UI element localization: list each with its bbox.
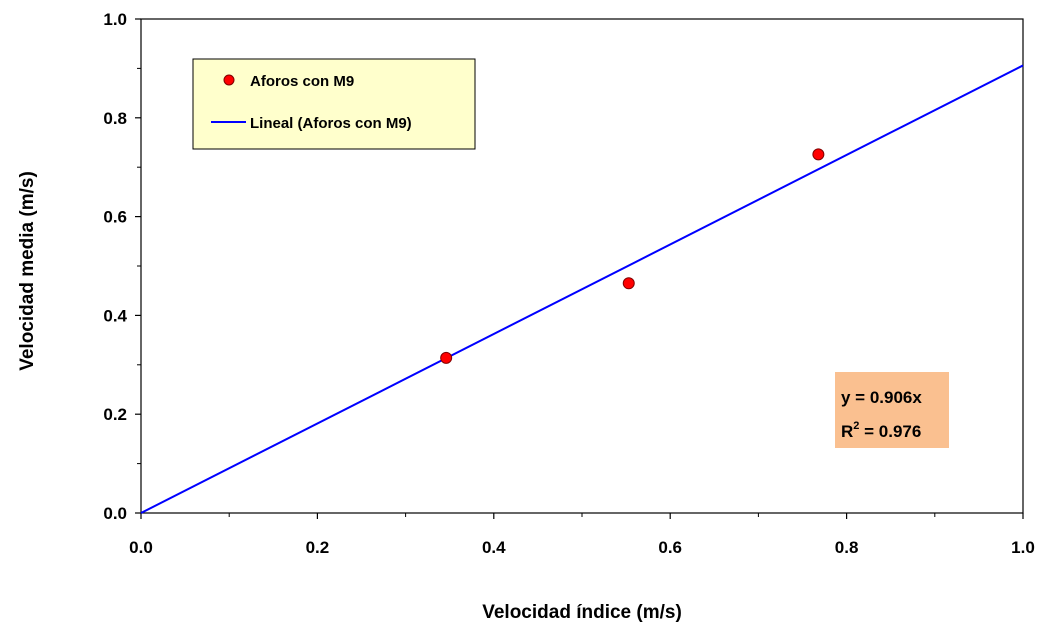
r2-value: = 0.976: [859, 422, 921, 441]
y-tick-label: 0.2: [103, 405, 127, 424]
data-point: [622, 277, 635, 290]
trendline-equation-box: y = 0.906x R2 = 0.976: [835, 372, 949, 448]
legend-label-lineal: Lineal (Aforos con M9): [250, 115, 412, 132]
y-tick-label: 0.8: [103, 109, 127, 128]
legend-label-aforos: Aforos con M9: [250, 73, 354, 90]
data-point: [812, 148, 825, 161]
x-axis-title: Velocidad índice (m/s): [482, 602, 682, 623]
trendline-equation: y = 0.906x: [841, 388, 922, 407]
y-tick-label: 0.0: [103, 504, 127, 523]
y-tick-label: 1.0: [103, 10, 127, 29]
x-axis-ticks: 0.0 0.2 0.4 0.6 0.8 1.0: [129, 513, 1035, 557]
equation-background: [835, 372, 949, 448]
trendline-r-squared: R2 = 0.976: [841, 420, 921, 441]
x-tick-label: 0.8: [835, 538, 859, 557]
r2-superscript: 2: [853, 420, 859, 432]
x-tick-label: 0.4: [482, 538, 506, 557]
y-axis-title: Velocidad media (m/s): [17, 171, 38, 371]
legend-marker-aforos: [223, 74, 235, 86]
x-tick-label: 0.0: [129, 538, 153, 557]
trendline: [140, 64, 1024, 514]
y-axis-ticks: 0.0 0.2 0.4 0.6 0.8 1.0: [103, 10, 141, 523]
r2-prefix: R: [841, 422, 853, 441]
y-tick-label: 0.6: [103, 208, 127, 227]
x-tick-label: 1.0: [1011, 538, 1035, 557]
data-point: [440, 351, 453, 364]
legend-box: [192, 58, 476, 150]
legend: Aforos con M9 Lineal (Aforos con M9): [192, 58, 476, 150]
y-tick-label: 0.4: [103, 306, 127, 325]
x-tick-label: 0.6: [658, 538, 682, 557]
series-layer: [140, 64, 1024, 514]
x-tick-label: 0.2: [306, 538, 330, 557]
